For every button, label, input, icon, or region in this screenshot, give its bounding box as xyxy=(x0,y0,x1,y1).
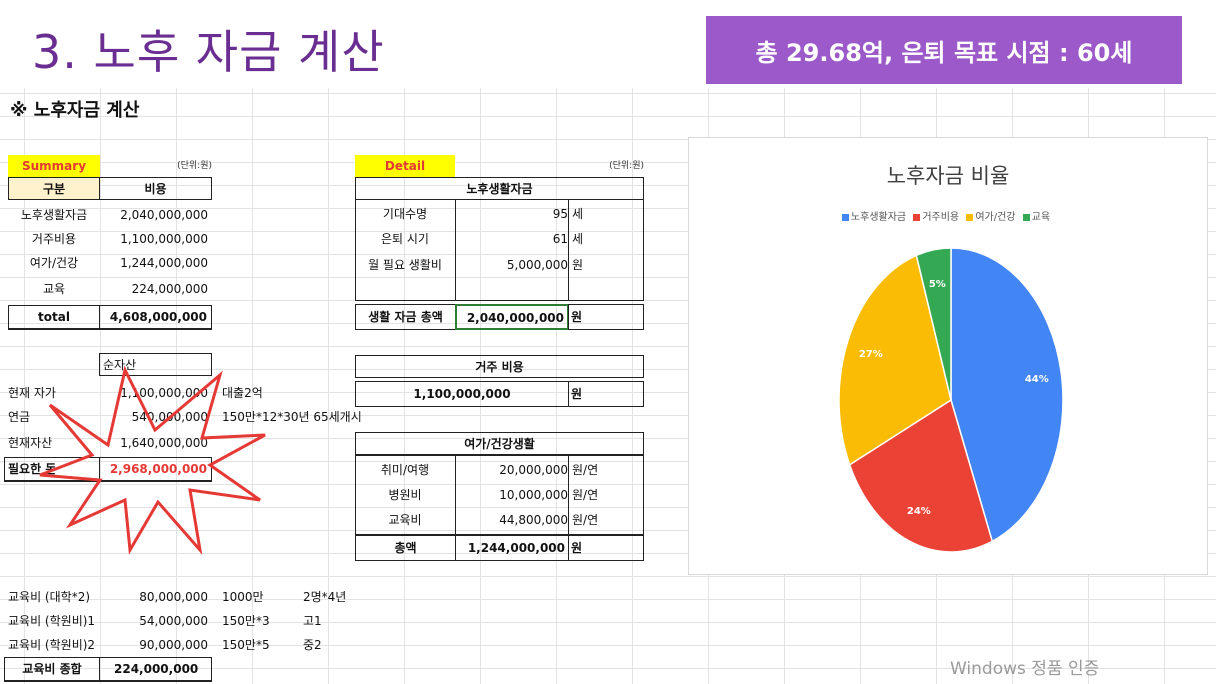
living-value-column xyxy=(455,199,569,301)
education-row-value[interactable]: 80,000,000 xyxy=(139,590,208,604)
summary-row-label[interactable]: 여가/건강 xyxy=(29,256,79,270)
summary-total-label[interactable]: total xyxy=(8,305,100,330)
education-row-label[interactable]: 교육비 (대학*2) xyxy=(8,590,91,604)
assets-row-value[interactable]: 1,100,000,000 xyxy=(120,386,208,400)
summary-row-value[interactable]: 2,040,000,000 xyxy=(120,208,208,222)
leisure-title[interactable]: 여가/건강생활 xyxy=(355,432,644,455)
summary-row-label[interactable]: 노후생활자금 xyxy=(20,208,88,222)
legend-item: 노후생활자금 xyxy=(841,212,906,223)
living-total-unit[interactable]: 원 xyxy=(568,304,644,330)
leisure-total-unit[interactable]: 원 xyxy=(568,535,644,561)
leisure-row-label[interactable]: 병원비 xyxy=(388,488,422,502)
housing-title[interactable]: 거주 비용 xyxy=(355,355,644,378)
housing-unit[interactable]: 원 xyxy=(568,381,644,407)
legend-item: 여가/건강 xyxy=(966,212,1015,223)
living-row-unit[interactable]: 세 xyxy=(572,232,584,246)
pie-data-label: 27% xyxy=(859,349,883,360)
summary-unit[interactable]: (단위:원) xyxy=(177,161,212,171)
legend-swatch xyxy=(913,213,921,221)
summary-header[interactable]: Summary xyxy=(8,155,100,178)
assets-need-value[interactable]: 2,968,000,000 xyxy=(99,457,212,482)
education-total-value[interactable]: 224,000,000 xyxy=(99,657,212,682)
detail-unit[interactable]: (단위:원) xyxy=(609,161,644,171)
leisure-row-value[interactable]: 44,800,000 xyxy=(499,513,568,527)
education-row-note[interactable]: 1000만 xyxy=(222,590,264,604)
housing-value[interactable]: 1,100,000,000 xyxy=(355,381,569,407)
pie-slice-4[interactable] xyxy=(915,247,952,401)
leisure-row-unit[interactable]: 원/연 xyxy=(572,488,599,502)
assets-row-note[interactable]: 150만*12*30년 65세개시 xyxy=(222,410,362,424)
legend-swatch xyxy=(841,213,849,221)
assets-row-value[interactable]: 1,640,000,000 xyxy=(120,436,208,450)
page-title: 3. 노후 자금 계산 xyxy=(32,25,385,79)
pie-data-label: 44% xyxy=(1025,374,1049,385)
legend-item: 거주비용 xyxy=(913,212,959,223)
education-row-value[interactable]: 54,000,000 xyxy=(139,614,208,628)
education-row-note[interactable]: 150만*5 xyxy=(222,638,270,652)
summary-row-label[interactable]: 교육 xyxy=(42,282,66,296)
education-total-label[interactable]: 교육비 종합 xyxy=(4,657,100,682)
activation-watermark: Windows 정품 인증 xyxy=(950,659,1100,679)
living-row-label[interactable]: 은퇴 시기 xyxy=(381,232,429,246)
assets-header[interactable]: 순자산 xyxy=(99,353,212,376)
pie-data-label: 5% xyxy=(929,279,946,290)
education-row-note[interactable]: 고1 xyxy=(303,614,322,628)
living-row-value[interactable]: 95 xyxy=(552,207,568,221)
legend-swatch xyxy=(1022,213,1030,221)
summary-row-value[interactable]: 1,100,000,000 xyxy=(120,232,208,246)
leisure-value-column xyxy=(455,455,569,535)
legend-swatch xyxy=(966,213,974,221)
leisure-row-value[interactable]: 20,000,000 xyxy=(499,463,568,477)
living-row-value[interactable]: 61 xyxy=(552,232,568,246)
assets-row-label[interactable]: 연금 xyxy=(8,410,31,424)
education-row-note[interactable]: 150만*3 xyxy=(222,614,270,628)
living-row-label[interactable]: 월 필요 생활비 xyxy=(368,258,442,272)
leisure-row-unit[interactable]: 원/연 xyxy=(572,463,599,477)
living-row-label[interactable]: 기대수명 xyxy=(382,207,428,221)
leisure-row-label[interactable]: 교육비 xyxy=(388,513,422,527)
assets-row-note[interactable]: 대출2억 xyxy=(222,386,263,400)
living-total-label[interactable]: 생활 자금 총액 xyxy=(355,304,456,330)
leisure-row-unit[interactable]: 원/연 xyxy=(572,513,599,527)
assets-row-label[interactable]: 현재 자가 xyxy=(8,386,56,400)
living-row-value[interactable]: 5,000,000 xyxy=(506,258,568,272)
education-row-label[interactable]: 교육비 (학원비)1 xyxy=(8,614,96,628)
leisure-total-label[interactable]: 총액 xyxy=(355,535,456,561)
education-row-note[interactable]: 중2 xyxy=(303,638,322,652)
living-total-value[interactable]: 2,040,000,000 xyxy=(455,304,569,330)
summary-banner: 총 29.68억, 은퇴 목표 시점 : 60세 xyxy=(706,16,1182,84)
starburst-highlight xyxy=(39,365,266,555)
legend-item: 교육 xyxy=(1022,212,1050,223)
pie-data-label: 24% xyxy=(907,506,931,517)
education-row-note[interactable]: 2명*4년 xyxy=(303,590,347,604)
pie-slice-2[interactable] xyxy=(848,398,994,553)
pie-slice-3[interactable] xyxy=(838,254,952,466)
education-row-value[interactable]: 90,000,000 xyxy=(139,638,208,652)
leisure-total-value[interactable]: 1,244,000,000 xyxy=(455,535,569,561)
pie-plot-area: 44% 24% 27% 5% xyxy=(838,247,1064,553)
pie-slice-1[interactable] xyxy=(950,247,1064,543)
pie-chart[interactable]: 노후자금 비율 노후생활자금 거주비용 여가/건강 교육 44% 24% 27% 5% xyxy=(688,137,1208,575)
summary-col-label[interactable]: 구분 xyxy=(8,177,100,200)
education-row-label[interactable]: 교육비 (학원비)2 xyxy=(8,638,96,652)
assets-row-label[interactable]: 현재자산 xyxy=(8,436,53,450)
chart-legend: 노후생활자금 거주비용 여가/건강 교육 xyxy=(689,208,1207,223)
living-row-unit[interactable]: 세 xyxy=(572,207,584,221)
summary-total-value[interactable]: 4,608,000,000 xyxy=(99,305,212,330)
chart-title: 노후자금 비율 xyxy=(886,164,1010,188)
detail-header[interactable]: Detail xyxy=(355,155,455,178)
summary-row-label[interactable]: 거주비용 xyxy=(31,232,77,246)
section-subtitle: ※ 노후자금 계산 xyxy=(10,100,140,121)
summary-row-value[interactable]: 224,000,000 xyxy=(131,282,208,296)
living-row-unit[interactable]: 원 xyxy=(572,258,584,272)
living-title[interactable]: 노후생활자금 xyxy=(355,177,644,200)
leisure-row-label[interactable]: 취미/여행 xyxy=(380,463,430,477)
summary-row-value[interactable]: 1,244,000,000 xyxy=(120,256,208,270)
leisure-row-value[interactable]: 10,000,000 xyxy=(499,488,568,502)
summary-col-value[interactable]: 비용 xyxy=(99,177,212,200)
